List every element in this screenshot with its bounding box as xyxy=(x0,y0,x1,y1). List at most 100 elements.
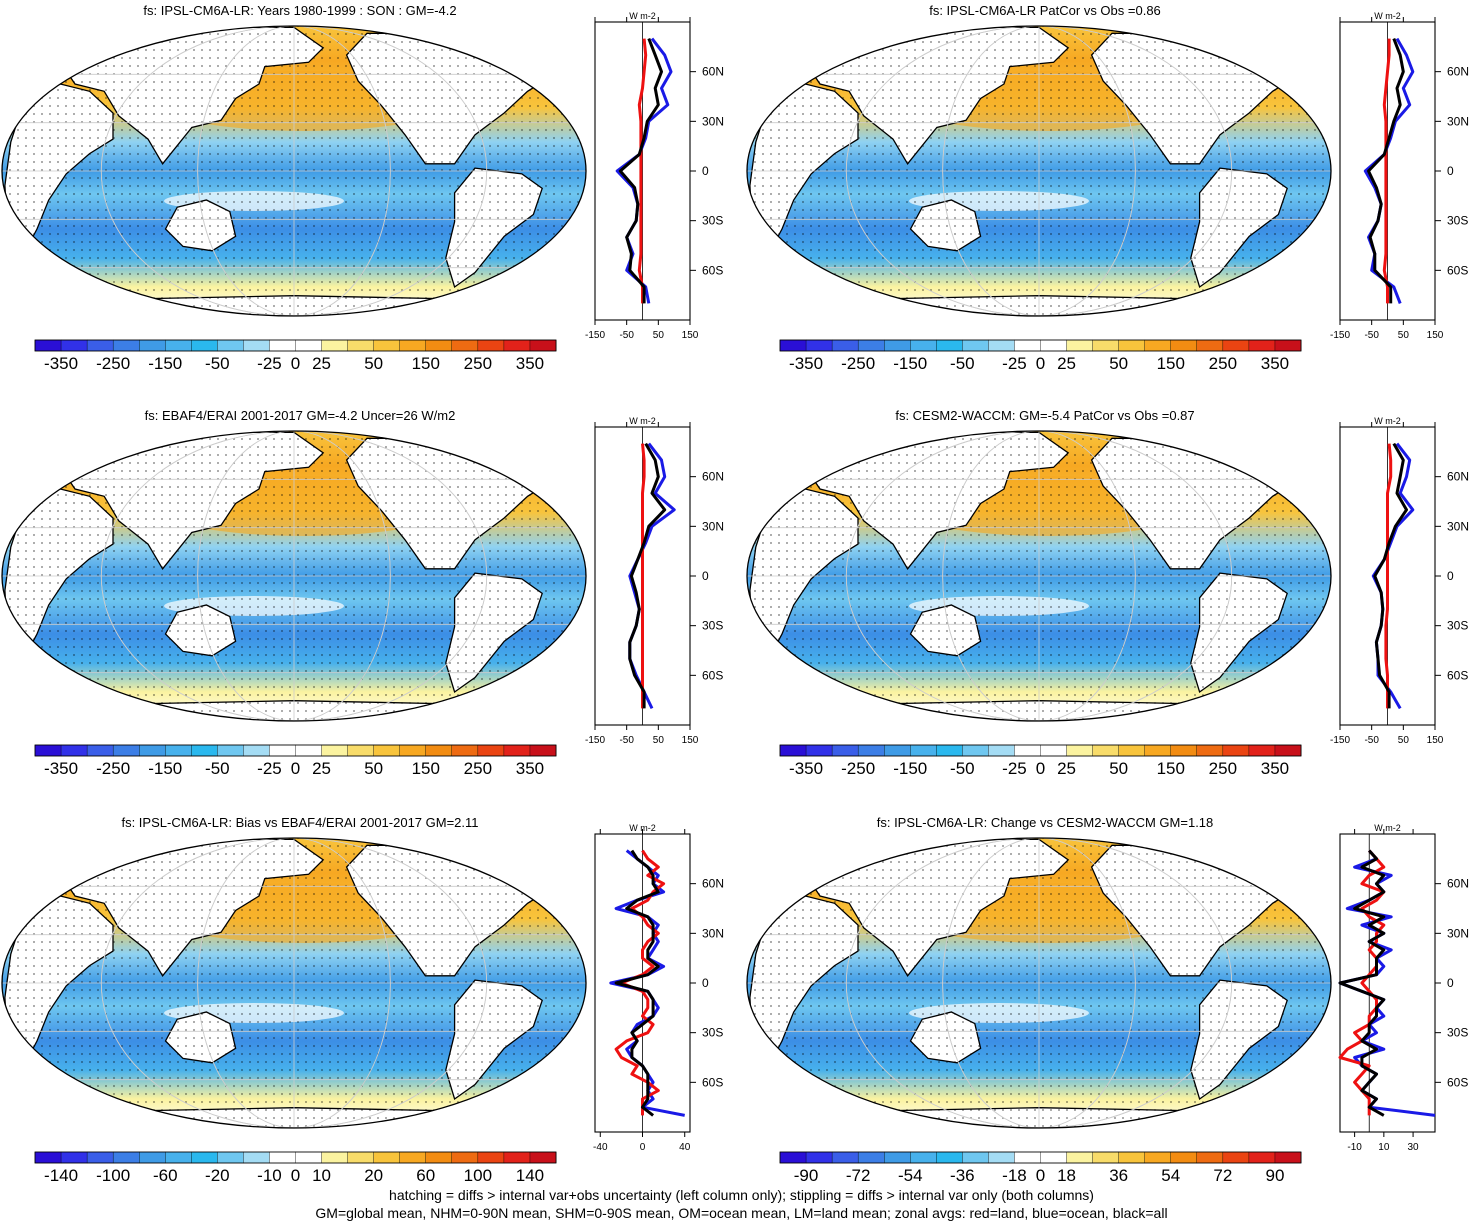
colorbar-label: 0 xyxy=(291,759,300,778)
y-tick-label: 30S xyxy=(702,1026,723,1040)
colorbar-swatch xyxy=(86,339,114,352)
colorbar-swatch xyxy=(269,744,297,757)
colorbar-swatch xyxy=(269,1151,297,1164)
x-tick-label: -10 xyxy=(1347,1142,1362,1153)
x-tick-label: -150 xyxy=(585,330,605,341)
colorbar-swatch xyxy=(451,744,479,757)
colorbar-swatch xyxy=(191,744,218,757)
colorbar-swatch xyxy=(243,1151,270,1164)
colorbar-swatch xyxy=(1196,744,1224,757)
colorbar-label: -36 xyxy=(950,1166,975,1185)
panel-title: fs: CESM2-WACCM: GM=-5.4 PatCor vs Obs =… xyxy=(895,408,1195,423)
colorbar-label: -60 xyxy=(153,1166,178,1185)
y-tick-label: 0 xyxy=(702,569,709,583)
colorbar-swatch xyxy=(1014,1151,1042,1164)
panel-ebaf4-erai: fs: EBAF4/ERAI 2001-2017 GM=-4.2 Uncer=2… xyxy=(0,405,741,810)
colorbar-label: 25 xyxy=(1057,354,1076,373)
colorbar-swatch xyxy=(1222,1151,1250,1164)
panel-title: fs: IPSL-CM6A-LR: Years 1980-1999 : SON … xyxy=(143,3,457,18)
colorbar-label: 50 xyxy=(1109,354,1128,373)
colorbar-swatch xyxy=(503,744,531,757)
x-tick-label: -150 xyxy=(585,735,605,746)
colorbar-label: -18 xyxy=(1002,1166,1027,1185)
colorbar-swatch xyxy=(857,744,885,757)
colorbar-swatch xyxy=(936,744,963,757)
y-tick-label: 60N xyxy=(702,65,724,79)
graticule-lon xyxy=(845,26,1233,316)
colorbar-swatch xyxy=(34,1151,62,1164)
map xyxy=(747,838,1331,1128)
graticule-lon xyxy=(197,431,391,721)
y-tick-label: 0 xyxy=(702,164,709,178)
colorbar-swatch xyxy=(217,1151,244,1164)
colorbar-swatch xyxy=(988,339,1015,352)
y-tick-label: 30N xyxy=(702,114,724,128)
x-tick-label: 150 xyxy=(682,735,699,746)
zonal-mean-plot: W m-2 -40 0 40 60N 30N 0 30S 60S xyxy=(593,823,724,1153)
colorbar-swatch xyxy=(347,1151,375,1164)
colorbar-frame xyxy=(34,744,557,757)
colorbar-swatch xyxy=(1144,339,1172,352)
map xyxy=(747,26,1331,316)
x-tick-label: 50 xyxy=(1398,735,1410,746)
graticule-lon xyxy=(942,838,1136,1128)
colorbar-label: 0 xyxy=(1036,759,1045,778)
colorbar-label: -20 xyxy=(205,1166,230,1185)
x-tick-label: 30 xyxy=(1408,1142,1420,1153)
colorbar-label: -350 xyxy=(44,354,78,373)
colorbar-swatch xyxy=(191,1151,218,1164)
x-tick-label: -50 xyxy=(619,330,634,341)
colorbar-swatch xyxy=(1118,1151,1146,1164)
colorbar-label: -54 xyxy=(898,1166,923,1185)
colorbar-swatch xyxy=(1274,1151,1302,1164)
zonal-line-all xyxy=(1373,442,1408,709)
y-tick-label: 30S xyxy=(1447,619,1468,633)
colorbar-swatch xyxy=(857,1151,885,1164)
x-tick-label: 150 xyxy=(1427,330,1444,341)
colorbar-label: -50 xyxy=(205,354,230,373)
colorbar-swatch xyxy=(1170,1151,1198,1164)
colorbar-swatch xyxy=(910,744,937,757)
x-tick-label: -50 xyxy=(1364,735,1379,746)
colorbar-swatch xyxy=(295,744,323,757)
colorbar-swatch xyxy=(217,339,244,352)
map-and-zonal-plot: -90 -72 -54 -36 -18 0 18 36 54 72 90 W m-2 -10 10 30 60… xyxy=(746,823,1469,1185)
colorbar-swatch xyxy=(425,1151,453,1164)
panel-ipsl-patcor: fs: IPSL-CM6A-LR PatCor vs Obs =0.86 -35… xyxy=(745,0,1483,405)
x-tick-label: -50 xyxy=(619,735,634,746)
panel-title: fs: IPSL-CM6A-LR: Bias vs EBAF4/ERAI 200… xyxy=(121,815,479,830)
colorbar-swatch xyxy=(936,339,963,352)
map-border xyxy=(746,430,1332,722)
zonal-line-all xyxy=(614,849,660,1117)
colorbar-label: -250 xyxy=(96,354,130,373)
colorbar-swatch xyxy=(477,339,505,352)
colorbar-label: 10 xyxy=(312,1166,331,1185)
colorbar-swatch xyxy=(857,339,885,352)
colorbar-swatch xyxy=(60,1151,88,1164)
colorbar-label: -150 xyxy=(148,759,182,778)
colorbar-label: 150 xyxy=(1157,759,1185,778)
colorbar-label: 25 xyxy=(312,354,331,373)
colorbar-swatch xyxy=(805,744,833,757)
colorbar-label: 25 xyxy=(1057,759,1076,778)
colorbar-label: -250 xyxy=(96,759,130,778)
x-tick-label: 50 xyxy=(653,330,665,341)
graticule-lon xyxy=(845,838,1233,1128)
colorbar-label: -250 xyxy=(841,354,875,373)
colorbar-swatch xyxy=(936,1151,963,1164)
graticule-lon xyxy=(100,26,488,316)
graticule-lon xyxy=(100,431,488,721)
x-tick-label: 50 xyxy=(653,735,665,746)
colorbar-swatch xyxy=(269,339,297,352)
colorbar-frame xyxy=(779,1151,1302,1164)
colorbar-label: 20 xyxy=(364,1166,383,1185)
colorbar-label: 0 xyxy=(291,354,300,373)
y-tick-label: 0 xyxy=(1447,976,1454,990)
colorbar-swatch xyxy=(831,1151,859,1164)
y-tick-label: 30S xyxy=(1447,1026,1468,1040)
colorbar-swatch xyxy=(60,339,88,352)
graticule-lon xyxy=(942,431,1136,721)
colorbar-label: 350 xyxy=(1261,354,1289,373)
colorbar-swatch xyxy=(1144,1151,1172,1164)
